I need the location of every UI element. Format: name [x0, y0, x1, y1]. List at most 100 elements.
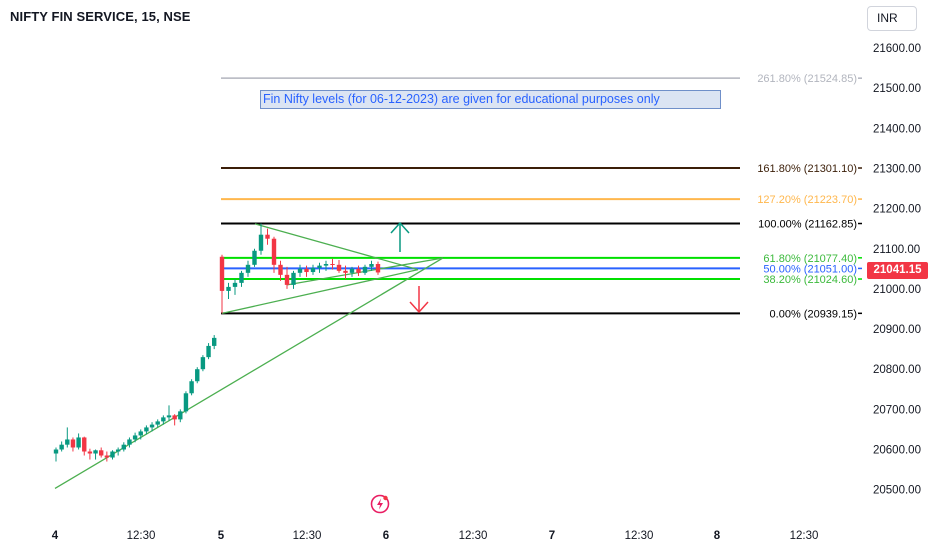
- fib-level-label: 261.80% (21524.85): [757, 73, 857, 85]
- x-tick-label: 12:30: [293, 530, 322, 542]
- candle-day5: [258, 234, 264, 251]
- down-arrow-head: [409, 301, 429, 314]
- candle-day5: [310, 268, 316, 273]
- fib-retracement: 261.80% (21524.85) 161.80% (21301.10) 127.…: [221, 73, 862, 320]
- chart-title: NIFTY FIN SERVICE, 15, NSE: [10, 9, 191, 24]
- candle-day4: [178, 411, 183, 420]
- candle-day4: [82, 437, 87, 452]
- y-tick-label: 21600.00: [873, 43, 921, 55]
- candle-day5: [265, 234, 270, 239]
- y-tick-label: 20900.00: [873, 324, 921, 336]
- flash-icon[interactable]: [370, 494, 390, 514]
- candle-day4: [195, 369, 200, 382]
- candle-day4: [206, 345, 211, 358]
- candle-day5: [349, 268, 355, 273]
- candle-day5: [330, 264, 335, 266]
- x-axis: 4 12:30 5 12:30 6 12:30 7 12:30 8 12:30: [52, 530, 819, 542]
- candle-day5: [245, 264, 251, 273]
- y-tick-label: 21200.00: [873, 204, 921, 216]
- candle-day5: [362, 266, 368, 273]
- candle-day5: [291, 272, 296, 285]
- x-tick-label: 6: [383, 530, 389, 542]
- candle-day4: [183, 393, 189, 412]
- direction-arrows: [390, 221, 429, 314]
- fib-level-label: 61.80% (21077.40): [763, 253, 857, 265]
- candle-day5: [375, 264, 381, 273]
- y-tick-label: 21400.00: [873, 123, 921, 135]
- candle-day4: [200, 357, 206, 370]
- candle-day4: [172, 415, 177, 420]
- y-axis: 20500.00 20600.00 20700.00 20800.00 20900.00…: [873, 43, 921, 497]
- fib-level-label: 0.00% (20939.15): [770, 308, 857, 320]
- candle-day5: [226, 286, 231, 291]
- candle-day4: [93, 450, 98, 454]
- x-tick-label: 8: [714, 530, 721, 542]
- x-tick-label: 7: [549, 530, 555, 542]
- x-tick-label: 12:30: [127, 530, 156, 542]
- candle-day4: [70, 439, 76, 448]
- candle-day5: [343, 270, 348, 273]
- candle-day5: [369, 264, 374, 267]
- trend-lines: [54, 223, 444, 490]
- candle-day4: [59, 444, 64, 450]
- y-tick-label: 20700.00: [873, 404, 921, 416]
- candle-day5: [304, 268, 309, 273]
- fib-level-label: 127.20% (21223.70): [757, 194, 857, 206]
- candle-day5: [336, 264, 342, 271]
- x-tick-label: 12:30: [790, 530, 819, 542]
- fib-level-label: 38.20% (21024.60): [763, 274, 857, 286]
- candle-day4: [127, 439, 132, 445]
- candle-day4: [149, 424, 155, 428]
- x-tick-label: 4: [52, 530, 59, 542]
- candle-day5: [284, 274, 290, 285]
- candle-day4: [115, 449, 121, 452]
- candle-day4: [76, 437, 81, 448]
- triangle-upper-line: [254, 223, 419, 271]
- y-tick-label: 20500.00: [873, 485, 921, 497]
- x-tick-label: 12:30: [459, 530, 488, 542]
- x-tick-label: 12:30: [625, 530, 654, 542]
- candles: [53, 223, 381, 462]
- candle-day5: [252, 250, 257, 265]
- educational-note[interactable]: Fin Nifty levels (for 06-12-2023) are gi…: [260, 90, 721, 109]
- candle-day4: [53, 449, 59, 454]
- candle-day4: [144, 427, 149, 432]
- candle-day4: [138, 431, 143, 436]
- currency-selector[interactable]: INR: [867, 6, 917, 31]
- y-tick-label: 21000.00: [873, 284, 921, 296]
- candle-day4: [65, 439, 70, 445]
- x-tick-label: 5: [218, 530, 225, 542]
- candle-day5: [317, 265, 322, 269]
- candle-day4: [189, 381, 194, 394]
- candle-day5: [239, 272, 244, 283]
- y-tick-label: 20800.00: [873, 364, 921, 376]
- candle-day5: [271, 238, 277, 265]
- fib-level-label: 161.80% (21301.10): [757, 163, 857, 175]
- y-tick-label: 21100.00: [873, 244, 920, 256]
- candle-day5: [323, 264, 329, 266]
- candle-day5: [232, 282, 238, 287]
- candle-day4: [104, 455, 110, 458]
- candle-day5: [356, 268, 361, 273]
- candle-day5: [278, 264, 283, 275]
- fib-level-label: 50.00% (21051.00): [763, 263, 857, 275]
- candle-day4: [87, 451, 93, 454]
- candle-day4: [99, 450, 104, 456]
- y-tick-label: 20600.00: [873, 445, 921, 457]
- candle-day4: [155, 421, 160, 425]
- candle-day4: [166, 415, 172, 418]
- fib-level-label: 100.00% (21162.85): [758, 219, 857, 231]
- candle-day4: [161, 417, 166, 422]
- candle-day5: [297, 268, 303, 273]
- triangle-lower-line: [221, 268, 419, 315]
- candle-day4: [121, 444, 126, 450]
- y-tick-label: 21500.00: [873, 83, 921, 95]
- candle-day4: [110, 451, 115, 458]
- candle-day4: [132, 435, 138, 440]
- y-tick-label: 21300.00: [873, 163, 921, 175]
- up-arrow-head: [390, 221, 410, 234]
- candle-day5: [219, 256, 225, 291]
- candle-day4: [212, 337, 217, 346]
- last-price-tag: 21041.15: [867, 262, 928, 279]
